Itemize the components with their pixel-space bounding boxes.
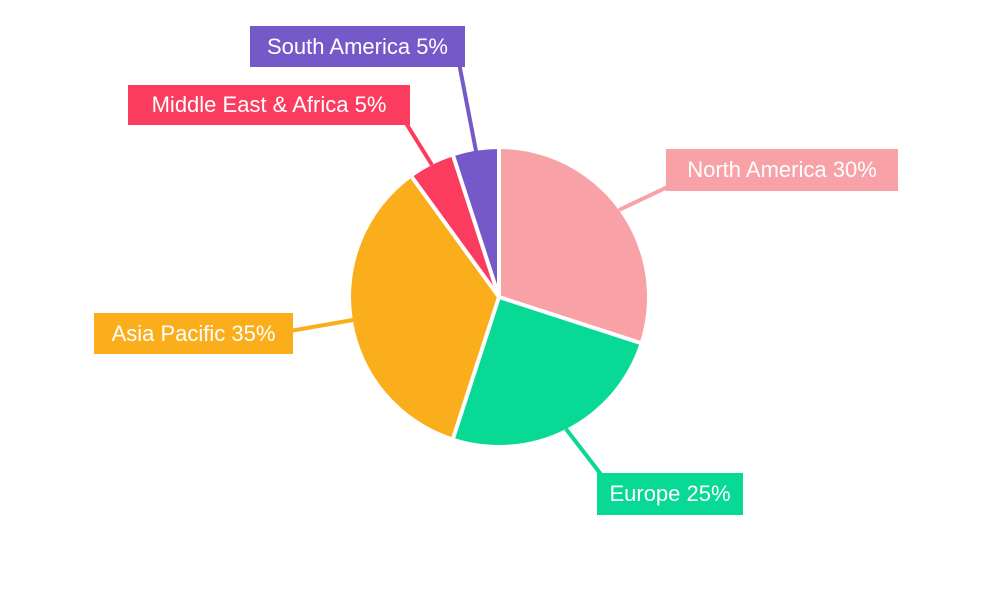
pie-slice-middle-east-africa[interactable] [412,156,499,297]
leader-line-middle-east-africa [402,118,434,167]
pie-slice-europe[interactable] [453,297,640,446]
pie-slice-asia-pacific[interactable] [351,177,499,438]
slice-separator [498,295,642,345]
leader-line-europe [564,427,605,479]
slice-separator [409,175,501,299]
callout-label-north-america: North America 30% [666,149,898,191]
callout-label-asia-pacific: Asia Pacific 35% [94,313,293,354]
callout-label-south-america: South America 5% [250,26,465,67]
slice-separators [409,148,642,440]
slice-separator [451,296,501,440]
leader-line-south-america [457,62,478,152]
pie-slice-north-america[interactable] [499,149,648,343]
callout-label-europe: Europe 25% [597,473,743,515]
callout-label-middle-east-africa: Middle East & Africa 5% [128,85,410,125]
slice-separator [451,154,501,298]
leader-line-asia-pacific [289,318,354,333]
